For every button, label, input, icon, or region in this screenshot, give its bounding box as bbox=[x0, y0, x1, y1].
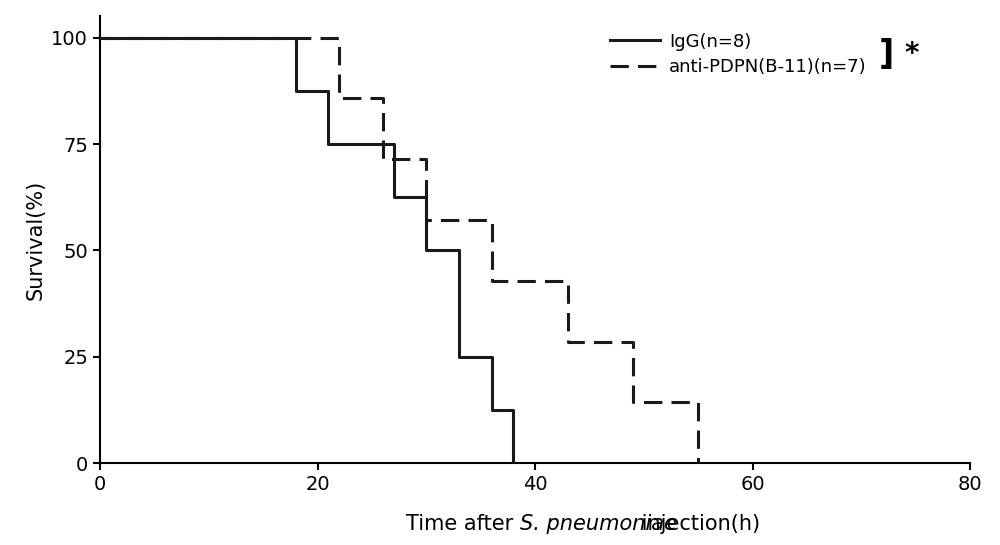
Text: S. pneumoniae: S. pneumoniae bbox=[520, 514, 677, 534]
Text: ]: ] bbox=[879, 38, 894, 71]
Y-axis label: Survival(%): Survival(%) bbox=[26, 180, 46, 300]
Text: Time after: Time after bbox=[406, 514, 520, 534]
Text: injection(h): injection(h) bbox=[635, 514, 760, 534]
Legend: IgG(n=8), anti-PDPN(B-11)(n=7): IgG(n=8), anti-PDPN(B-11)(n=7) bbox=[602, 26, 874, 83]
Text: *: * bbox=[904, 40, 918, 68]
